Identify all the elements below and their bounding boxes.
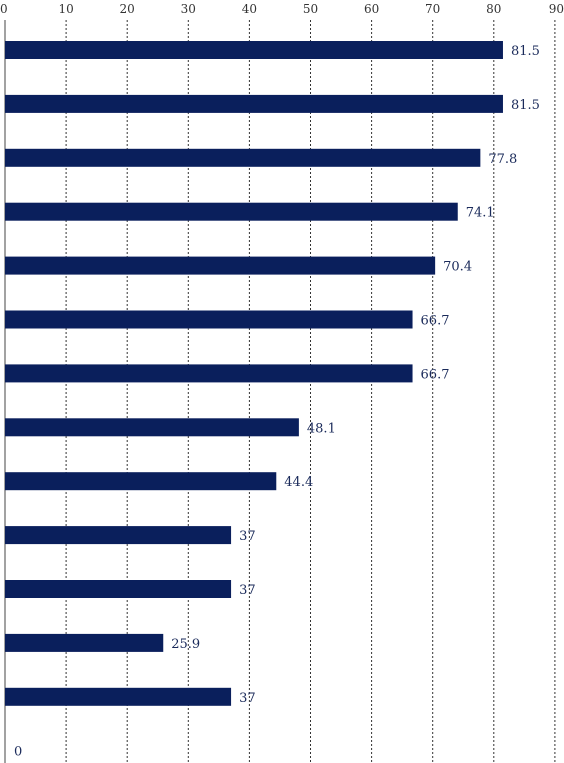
- bar-value-label: 66.7: [421, 367, 450, 382]
- bar-value-label: 0: [14, 745, 22, 760]
- x-tick-label: 0: [0, 2, 8, 16]
- bar: [5, 633, 164, 652]
- bar: [5, 256, 436, 275]
- bar-value-label: 48.1: [307, 421, 336, 436]
- x-tick-label: 70: [425, 2, 440, 16]
- bar-value-label: 37: [239, 583, 256, 598]
- bar-value-label: 37: [239, 691, 256, 706]
- bar-value-label: 25.9: [171, 637, 200, 652]
- bar-value-label: 66.7: [421, 314, 450, 329]
- x-tick-label: 40: [242, 2, 257, 16]
- bar-value-label: 44.4: [284, 475, 313, 490]
- bar-value-label: 70.4: [443, 260, 472, 275]
- bar: [5, 202, 458, 221]
- bar-value-label: 81.5: [511, 44, 540, 59]
- bar: [5, 310, 413, 329]
- x-tick-label: 90: [549, 2, 564, 16]
- bar-value-label: 77.8: [488, 152, 517, 167]
- bar-value-label: 74.1: [466, 206, 495, 221]
- bar: [5, 94, 503, 113]
- x-tick-label: 60: [364, 2, 379, 16]
- x-tick-label: 10: [58, 2, 73, 16]
- bar: [5, 364, 413, 383]
- bar: [5, 472, 277, 491]
- bar: [5, 580, 232, 598]
- bar: [5, 148, 481, 167]
- bar-value-label: 81.5: [511, 98, 540, 113]
- x-tick-label: 20: [120, 2, 135, 16]
- bar: [5, 687, 232, 706]
- bar: [5, 526, 232, 545]
- x-tick-label: 50: [303, 2, 318, 16]
- bar: [5, 41, 503, 59]
- x-tick-label: 80: [486, 2, 501, 16]
- bar: [5, 418, 299, 437]
- x-tick-label: 30: [181, 2, 196, 16]
- bar-value-label: 37: [239, 529, 256, 544]
